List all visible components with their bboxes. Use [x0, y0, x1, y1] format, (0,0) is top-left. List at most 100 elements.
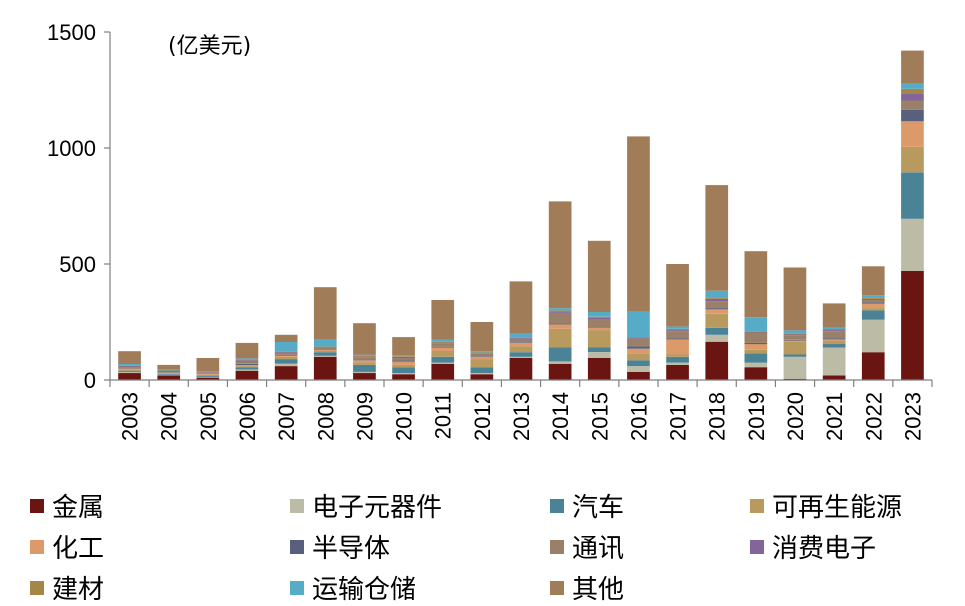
bar-segment-2014-0 — [548, 363, 572, 380]
bar-segment-2012-10 — [470, 322, 494, 352]
bar-segment-2022-5 — [861, 302, 885, 304]
bar-segment-2015-3 — [587, 330, 611, 348]
legend-swatch — [550, 580, 564, 595]
bar-segment-2020-9 — [783, 330, 807, 334]
bar-segment-2023-5 — [901, 109, 924, 122]
bar-segment-2006-10 — [235, 342, 259, 359]
bar-segment-2009-2 — [353, 364, 376, 372]
x-tick-label: 2003 — [118, 392, 143, 441]
legend-item: 电子元器件 — [290, 487, 442, 524]
bar-segment-2020-7 — [783, 334, 807, 336]
bar-segment-2015-0 — [587, 358, 611, 380]
legend-item: 其他 — [550, 569, 624, 606]
bar-segment-2022-4 — [861, 303, 885, 308]
bar-segment-2023-7 — [901, 93, 924, 101]
bar-segment-2015-2 — [587, 347, 611, 353]
bar-segment-2012-1 — [470, 373, 494, 375]
bar-segment-2019-7 — [744, 332, 768, 334]
bar-segment-2008-8 — [313, 346, 337, 348]
bar-segment-2015-6 — [587, 319, 611, 328]
legend-item: 运输仓储 — [290, 569, 416, 606]
bar-segment-2011-1 — [431, 362, 455, 364]
bar-segment-2003-6 — [118, 366, 141, 368]
bar-segment-2018-7 — [705, 298, 729, 302]
x-tick-label: 2010 — [392, 392, 417, 441]
x-tick-label: 2005 — [196, 392, 221, 441]
bar-segment-2022-8 — [861, 297, 885, 299]
bar-segment-2018-5 — [705, 308, 729, 310]
bar-segment-2013-4 — [509, 342, 533, 347]
bar-segment-2011-2 — [431, 356, 455, 363]
bar-segment-2020-1 — [783, 356, 807, 379]
bar-segment-2010-0 — [392, 374, 415, 380]
bar-segment-2020-8 — [783, 333, 807, 335]
legend-label: 电子元器件 — [312, 493, 443, 523]
bar-segment-2007-9 — [274, 342, 298, 352]
bar-segment-2012-6 — [470, 353, 494, 357]
legend-item: 可再生能源 — [750, 487, 902, 524]
bar-segment-2016-6 — [627, 339, 650, 347]
bar-segment-2004-2 — [157, 374, 181, 375]
bar-segment-2011-8 — [431, 342, 455, 343]
y-tick-label: 0 — [84, 368, 96, 393]
bar-segment-2005-3 — [196, 374, 220, 377]
bar-segment-2023-3 — [901, 146, 924, 173]
bar-segment-2006-4 — [235, 364, 259, 367]
x-tick-label: 2019 — [744, 392, 769, 441]
bar-segment-2021-3 — [822, 340, 846, 345]
legend-label: 建材 — [52, 575, 105, 605]
bar-segment-2007-5 — [274, 354, 298, 356]
bar-segment-2006-7 — [235, 360, 259, 362]
bar-segment-2014-3 — [548, 329, 572, 348]
bar-segment-2005-2 — [196, 376, 220, 378]
bar-segment-2023-4 — [901, 121, 924, 147]
legend-swatch — [550, 539, 564, 554]
bar-segment-2017-1 — [666, 362, 689, 365]
bar-segment-2022-2 — [861, 310, 885, 320]
bar-segment-2019-3 — [744, 349, 768, 354]
bar-segment-2010-2 — [392, 367, 415, 373]
bar-segment-2021-10 — [822, 303, 846, 328]
x-tick-label: 2009 — [352, 392, 377, 441]
bar-segment-2018-2 — [705, 327, 729, 335]
bar-segment-2009-8 — [353, 355, 376, 357]
legend-swatch — [750, 539, 764, 554]
bar-segment-2015-7 — [587, 317, 611, 319]
legend-swatch — [290, 580, 304, 595]
bar-segment-2013-7 — [509, 338, 533, 339]
bar-segment-2010-5 — [392, 360, 415, 362]
bar-segment-2018-4 — [705, 309, 729, 314]
y-tick-label: 1000 — [47, 136, 96, 161]
bar-segment-2016-0 — [627, 371, 650, 380]
bar-segment-2005-10 — [196, 358, 220, 371]
legend-label: 消费电子 — [772, 534, 877, 564]
bar-segment-2003-9 — [118, 364, 141, 366]
bar-segment-2003-0 — [118, 373, 141, 380]
bar-segment-2017-9 — [666, 326, 689, 329]
x-tick-label: 2016 — [626, 392, 651, 441]
bar-segment-2003-3 — [118, 369, 141, 371]
bar-segment-2021-8 — [822, 329, 846, 331]
bar-segment-2022-0 — [861, 352, 885, 380]
bar-segment-2014-7 — [548, 311, 572, 313]
legend-item: 消费电子 — [750, 528, 876, 565]
x-tick-label: 2013 — [509, 392, 534, 441]
bar-segment-2021-5 — [822, 338, 846, 340]
bar-segment-2015-10 — [587, 240, 611, 312]
bar-segment-2021-0 — [822, 375, 846, 380]
bar-segment-2009-7 — [353, 356, 376, 358]
bar-segment-2008-0 — [313, 356, 337, 380]
bar-segment-2004-10 — [157, 364, 181, 370]
bar-segment-2022-6 — [861, 300, 885, 303]
x-tick-label: 2012 — [470, 392, 495, 441]
bar-segment-2023-9 — [901, 83, 924, 89]
bar-segment-2020-6 — [783, 335, 807, 340]
bar-segment-2020-5 — [783, 339, 807, 341]
legend-label: 半导体 — [312, 534, 391, 564]
bar-segment-2021-2 — [822, 344, 846, 348]
bar-segment-2014-9 — [548, 308, 572, 311]
bar-segment-2012-2 — [470, 367, 494, 373]
legend-swatch — [290, 498, 304, 513]
legend-swatch — [550, 498, 564, 513]
bar-segment-2007-8 — [274, 351, 298, 352]
